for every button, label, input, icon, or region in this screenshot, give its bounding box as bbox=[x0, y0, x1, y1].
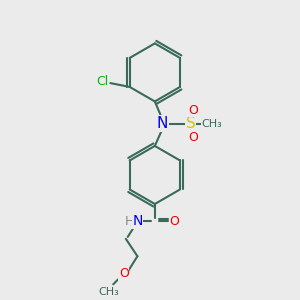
Text: O: O bbox=[169, 215, 179, 228]
Text: O: O bbox=[189, 131, 199, 144]
Text: H: H bbox=[125, 215, 134, 228]
Text: O: O bbox=[189, 104, 199, 117]
Text: S: S bbox=[186, 116, 196, 131]
Text: N: N bbox=[132, 214, 142, 228]
Text: CH₃: CH₃ bbox=[202, 119, 222, 129]
Text: Cl: Cl bbox=[97, 75, 109, 88]
Text: N: N bbox=[157, 116, 168, 131]
Text: CH₃: CH₃ bbox=[98, 287, 119, 297]
Text: O: O bbox=[119, 267, 129, 280]
